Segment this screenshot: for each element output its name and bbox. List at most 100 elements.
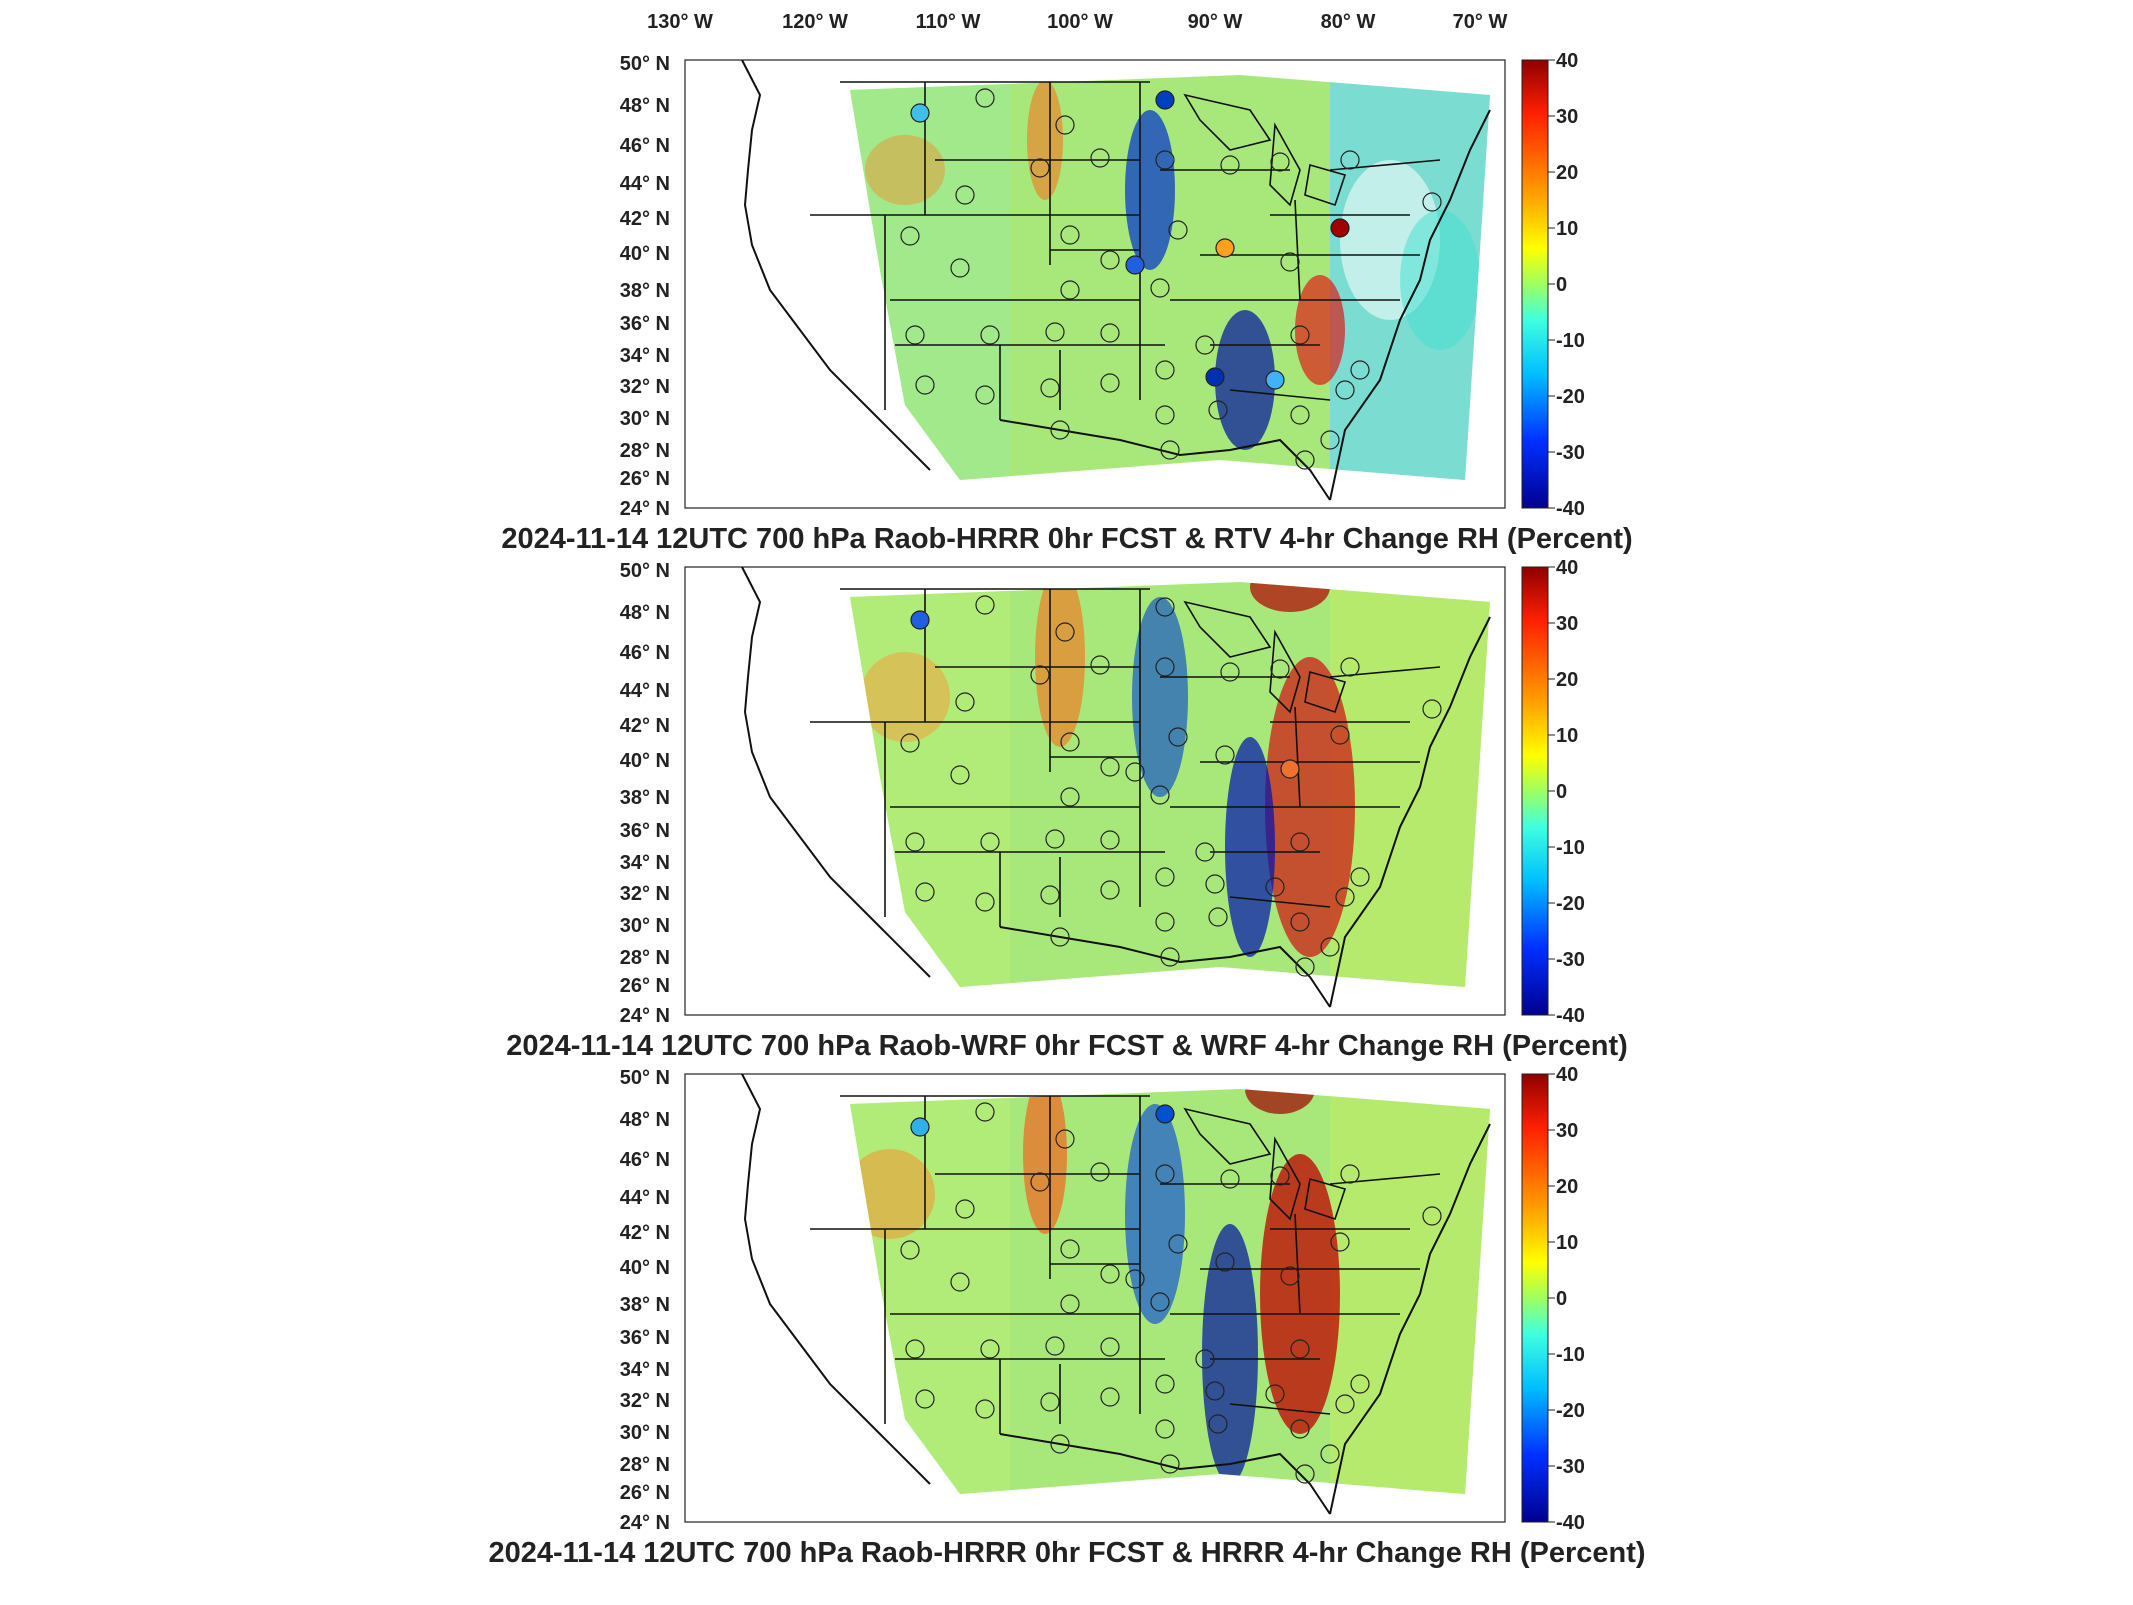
raob-station-marker (1422, 699, 1442, 719)
lat-label: 24° N (620, 1005, 670, 1027)
lat-label: 40° N (620, 1257, 670, 1279)
raob-station-marker (1168, 220, 1188, 240)
raob-station-marker (1155, 150, 1175, 170)
colorbar-tick-label: -30 (1556, 1456, 1585, 1478)
colorbar-bar (1521, 1073, 1549, 1523)
lat-label: 50° N (620, 560, 670, 582)
lat-label: 38° N (620, 787, 670, 809)
raob-station-marker (1045, 322, 1065, 342)
raob-station-marker (1045, 1336, 1065, 1356)
lon-label: 130° W (647, 11, 713, 33)
raob-station-marker (1335, 380, 1355, 400)
lon-label: 100° W (1047, 11, 1113, 33)
colorbar-tick-label: 20 (1556, 162, 1578, 184)
rh-field (850, 75, 1490, 480)
lat-label: 26° N (620, 1482, 670, 1504)
map-body: 50° N 48° N 46° N 44° N 42° N 40° N 38° N 36° N… (620, 557, 1585, 1027)
lat-label: 32° N (620, 376, 670, 398)
raob-station-marker (1270, 659, 1290, 679)
raob-station-marker (1045, 829, 1065, 849)
state-border (1229, 896, 1331, 908)
raob-station-marker (1155, 405, 1175, 425)
raob-station-marker (1160, 440, 1180, 460)
raob-station-marker (900, 226, 920, 246)
raob-station-marker (1100, 1264, 1120, 1284)
colorbar-tick-label: 20 (1556, 669, 1578, 691)
rh-field (850, 1089, 1490, 1494)
great-lake (1304, 163, 1347, 207)
colorbar-tick-label: -40 (1556, 498, 1585, 520)
colorbar-bar (1521, 59, 1549, 509)
coastline (741, 59, 931, 471)
map-panel-raob-hrrr: 50° N 48° N 46° N 44° N 42° N 40° N 38° N 36° N… (488, 1064, 1645, 1569)
raob-station-marker (1220, 155, 1240, 175)
raob-station-marker (1215, 238, 1235, 258)
lon-label: 80° W (1321, 11, 1376, 33)
boundaries (741, 566, 1491, 1008)
raob-station-marker (1155, 867, 1175, 887)
atlantic-coast (1329, 109, 1491, 501)
lat-label: 50° N (620, 1067, 670, 1089)
lon-label: 120° W (782, 11, 848, 33)
rh-anomaly (1023, 1089, 1067, 1234)
raob-station-marker (1280, 759, 1300, 779)
great-lake (1304, 1177, 1347, 1221)
colorbar-tick-label: 30 (1556, 106, 1578, 128)
raob-station-marker (915, 1389, 935, 1409)
raob-station-marker (1330, 1232, 1350, 1252)
lon-label: 70° W (1453, 11, 1508, 33)
raob-station-marker (1208, 1414, 1228, 1434)
raob-station-marker (1030, 158, 1050, 178)
raob-station-marker (975, 385, 995, 405)
coastline (741, 1073, 931, 1485)
atlantic-coast (1329, 616, 1491, 1008)
lat-label: 44° N (620, 1187, 670, 1209)
map-panel-raob-hrrr-rtv: 50° N 48° N 46° N 44° N 42° N 40° N 38° N 36° N… (501, 50, 1632, 555)
state-border (1294, 706, 1301, 808)
raob-station-marker (1125, 762, 1145, 782)
raob-station-marker (1208, 400, 1228, 420)
lat-label: 50° N (620, 53, 670, 75)
raob-station-marker (900, 733, 920, 753)
raob-station-marker (905, 832, 925, 852)
coastline (741, 566, 931, 978)
state-border (1294, 199, 1301, 301)
raob-stations (900, 595, 1442, 977)
panel-title: 2024-11-14 12UTC 700 hPa Raob-HRRR 0hr F… (501, 523, 1632, 555)
rh-anomaly (865, 135, 945, 205)
raob-station-marker (950, 765, 970, 785)
raob-station-marker (1100, 323, 1120, 343)
raob-station-marker (1100, 880, 1120, 900)
rh-anomaly (860, 652, 950, 742)
raob-station-marker (1330, 218, 1350, 238)
raob-station-marker (1060, 787, 1080, 807)
map-panel-raob-wrf: 50° N 48° N 46° N 44° N 42° N 40° N 38° N 36° N… (506, 557, 1628, 1062)
raob-station-marker (955, 1199, 975, 1219)
raob-station-marker (905, 325, 925, 345)
lat-label: 34° N (620, 345, 670, 367)
lat-label: 48° N (620, 1109, 670, 1131)
rh-anomaly (1295, 275, 1345, 385)
raob-station-marker (1060, 225, 1080, 245)
raob-station-marker (1350, 360, 1370, 380)
raob-station-marker (1340, 150, 1360, 170)
raob-station-marker (1295, 450, 1315, 470)
lat-label: 26° N (620, 468, 670, 490)
raob-station-marker (1195, 1349, 1215, 1369)
lat-label: 36° N (620, 1327, 670, 1349)
colorbar-tick-label: 40 (1556, 557, 1578, 579)
colorbar-tick-label: -30 (1556, 442, 1585, 464)
raob-station-marker (1030, 665, 1050, 685)
raob-station-marker (975, 892, 995, 912)
lat-label: 30° N (620, 408, 670, 430)
raob-station-marker (1205, 874, 1225, 894)
latitude-labels: 50° N 48° N 46° N 44° N 42° N 40° N 38° N 36° N… (620, 560, 670, 1027)
raob-station-marker (1220, 1169, 1240, 1189)
colorbar: 40 30 20 10 0 -10 -20 -30 -40 (1521, 1064, 1585, 1534)
rh-anomaly (1132, 597, 1188, 797)
raob-station-marker (1220, 662, 1240, 682)
raob-station-marker (1290, 325, 1310, 345)
colorbar-tick-label: 20 (1556, 1176, 1578, 1198)
rh-field (850, 582, 1490, 987)
